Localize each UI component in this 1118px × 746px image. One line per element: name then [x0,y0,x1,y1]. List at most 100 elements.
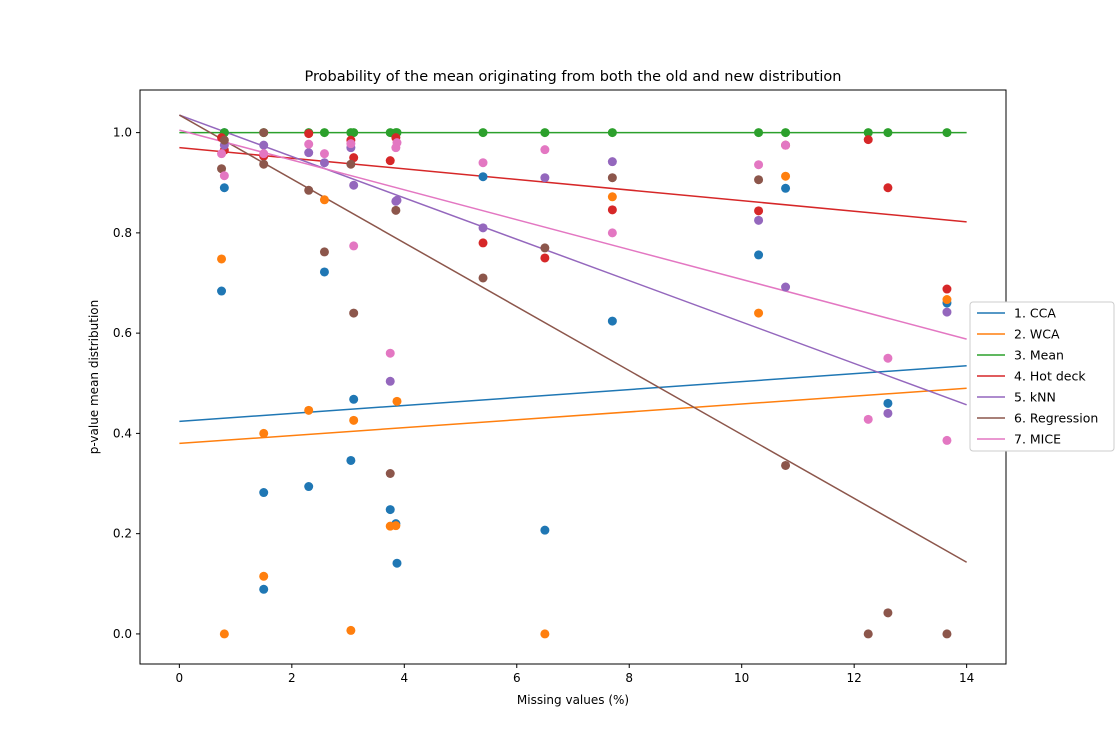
legend-label: 1. CCA [1014,306,1056,321]
data-point [385,505,395,515]
data-point [259,571,269,581]
data-point [942,629,952,639]
legend-label: 6. Regression [1014,411,1098,426]
data-point [607,316,617,326]
data-point [754,175,764,185]
data-point [392,396,402,406]
data-point [259,488,269,498]
y-tick-label: 0.4 [113,426,132,440]
data-point [385,376,395,386]
data-point [319,267,329,277]
data-point [319,247,329,257]
data-point [346,139,356,149]
data-point [304,482,314,492]
data-point [349,128,359,138]
data-point [346,625,356,635]
data-point [942,128,952,138]
fit-line-5-knn [179,114,967,406]
data-point [304,139,314,149]
legend-label: 2. WCA [1014,327,1060,342]
data-point [346,455,356,465]
data-point [217,164,227,174]
fit-line-2-wca [179,387,967,445]
data-point [781,282,791,292]
x-tick-label: 8 [625,671,633,685]
data-point [385,469,395,479]
data-point [346,159,356,169]
x-tick-label: 14 [959,671,974,685]
legend: 1. CCA 2. WCA 3. Mean 4. Hot deck 5. kNN 6. R… [969,301,1115,452]
data-point [478,172,488,182]
data-point [781,183,791,193]
x-tick-label: 12 [847,671,862,685]
y-tick-label: 0.2 [113,527,132,541]
data-point [219,171,229,181]
data-point [259,128,269,138]
data-point [385,156,395,166]
data-point [540,128,550,138]
y-tick-label: 0.8 [113,226,132,240]
fit-line-4-hot-deck [179,146,967,223]
data-point [607,205,617,215]
x-tick-label: 4 [400,671,408,685]
legend-label: 4. Hot deck [1014,369,1086,384]
data-point [540,243,550,253]
data-point [478,128,488,138]
data-point [392,195,402,205]
x-tick-label: 10 [734,671,749,685]
data-point [540,145,550,155]
data-point [754,215,764,225]
data-point [607,128,617,138]
x-tick-label: 0 [176,671,184,685]
data-point [319,149,329,159]
data-point [304,129,314,139]
data-point [392,558,402,568]
chart-title: Probability of the mean originating from… [305,69,842,85]
fit-line-7-mice [179,129,967,340]
x-tick-label: 6 [513,671,521,685]
data-point [304,185,314,195]
data-point [883,608,893,618]
data-point [217,254,227,264]
data-point [304,405,314,415]
y-tick-label: 0.0 [113,627,132,641]
x-axis: 0 2 4 6 8 10 12 14 [176,664,974,685]
data-point [540,253,550,263]
data-point [863,629,873,639]
data-point [349,180,359,190]
data-point [781,140,791,150]
legend-box [969,301,1115,452]
data-point [607,157,617,167]
data-point [259,584,269,594]
data-point [942,284,952,294]
data-point [754,308,764,318]
data-point [540,629,550,639]
data-point [754,128,764,138]
data-point [219,183,229,193]
y-tick-label: 0.6 [113,326,132,340]
data-point [304,148,314,158]
data-point [540,173,550,183]
data-point [219,629,229,639]
data-point [259,159,269,169]
data-point [392,138,402,148]
legend-label: 5. kNN [1014,390,1056,405]
data-point [781,171,791,181]
data-point [883,408,893,418]
data-point [607,228,617,238]
data-point [319,195,329,205]
data-point [349,308,359,318]
data-point [385,348,395,358]
data-point [863,135,873,145]
y-axis-label: p-value mean distribution [87,300,101,454]
data-point [391,521,401,531]
data-point [259,140,269,150]
data-point [863,414,873,424]
data-point [217,286,227,296]
data-point [219,135,229,145]
data-point [942,307,952,317]
data-point [319,158,329,168]
data-point [781,128,791,138]
